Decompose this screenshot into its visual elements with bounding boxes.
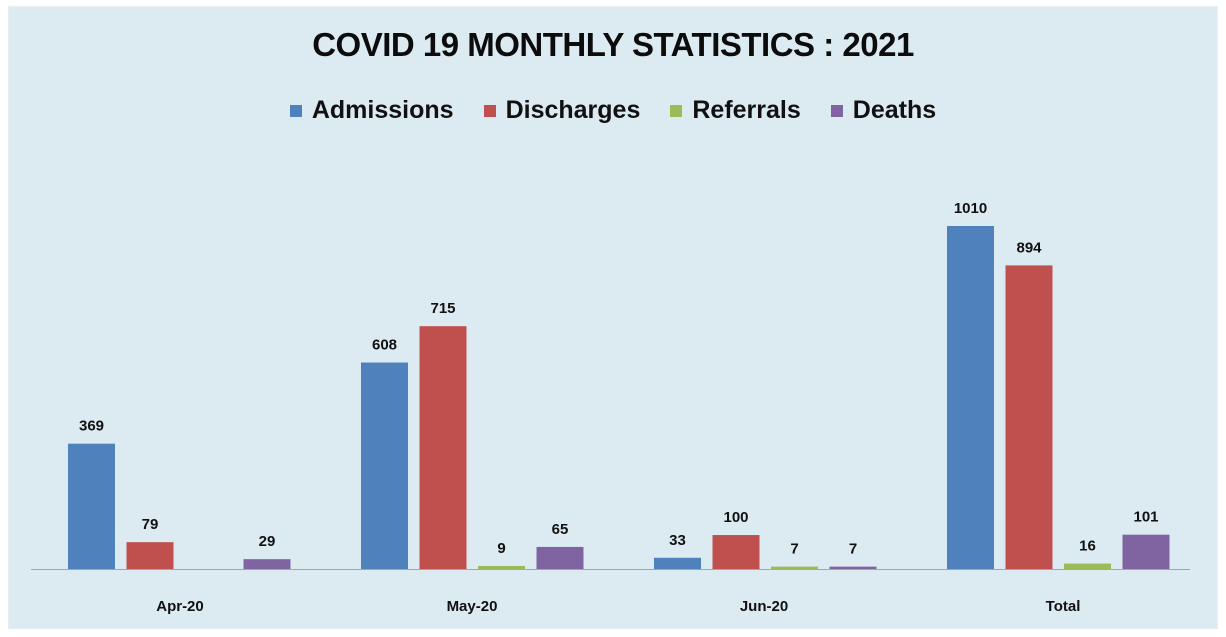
legend-item-referrals: Referrals <box>670 96 801 125</box>
legend-label-admissions: Admissions <box>311 96 454 124</box>
bar-referrals-jun-20 <box>771 566 818 569</box>
legend-item-deaths: Deaths <box>830 96 937 125</box>
bar-discharges-may-20 <box>419 326 467 569</box>
legend-item-admissions: Admissions <box>289 96 454 125</box>
legend-item-discharges: Discharges <box>483 96 641 125</box>
x-tick-label-jun-20: Jun-20 <box>740 598 788 615</box>
data-label-deaths-apr-20: 29 <box>259 533 276 550</box>
bar-admissions-apr-20 <box>68 443 115 569</box>
legend-label-deaths: Deaths <box>852 96 937 124</box>
chart-title: COVID 19 MONTHLY STATISTICS : 2021 <box>312 26 914 63</box>
bar-deaths-jun-20 <box>829 566 877 569</box>
data-label-discharges-may-20: 715 <box>430 300 455 317</box>
bar-admissions-total <box>947 226 994 569</box>
data-label-discharges-jun-20: 100 <box>723 509 748 526</box>
data-label-admissions-jun-20: 33 <box>669 532 686 549</box>
data-label-deaths-jun-20: 7 <box>849 541 857 558</box>
chart-legend: Admissions Discharges Referrals Deaths <box>0 96 1226 125</box>
bar-admissions-jun-20 <box>654 557 701 569</box>
data-label-discharges-apr-20: 79 <box>142 516 159 533</box>
legend-label-referrals: Referrals <box>692 96 801 124</box>
data-label-deaths-total: 101 <box>1133 509 1158 526</box>
data-label-admissions-apr-20: 369 <box>79 418 104 435</box>
data-label-admissions-total: 1010 <box>954 200 987 217</box>
legend-swatch-admissions <box>289 104 302 117</box>
legend-swatch-deaths <box>830 104 843 117</box>
bar-referrals-total <box>1064 563 1111 569</box>
data-label-referrals-jun-20: 7 <box>790 541 798 558</box>
x-tick-label-apr-20: Apr-20 <box>156 598 204 615</box>
bar-discharges-apr-20 <box>126 542 174 569</box>
data-label-deaths-may-20: 65 <box>552 521 569 538</box>
legend-swatch-discharges <box>483 104 496 117</box>
bar-admissions-may-20 <box>361 362 408 569</box>
bar-discharges-total <box>1005 265 1053 569</box>
bar-deaths-apr-20 <box>243 559 291 569</box>
x-tick-label-may-20: May-20 <box>447 598 498 615</box>
data-label-referrals-total: 16 <box>1079 538 1096 555</box>
data-label-admissions-may-20: 608 <box>372 337 397 354</box>
bar-discharges-jun-20 <box>712 535 760 569</box>
data-label-referrals-may-20: 9 <box>497 540 505 557</box>
data-label-discharges-total: 894 <box>1016 239 1042 256</box>
bar-deaths-may-20 <box>536 546 584 569</box>
legend-label-discharges: Discharges <box>505 96 641 124</box>
bar-deaths-total <box>1122 534 1170 569</box>
bar-referrals-may-20 <box>478 565 525 569</box>
x-tick-label-total: Total <box>1046 598 1081 615</box>
legend-swatch-referrals <box>670 104 683 117</box>
